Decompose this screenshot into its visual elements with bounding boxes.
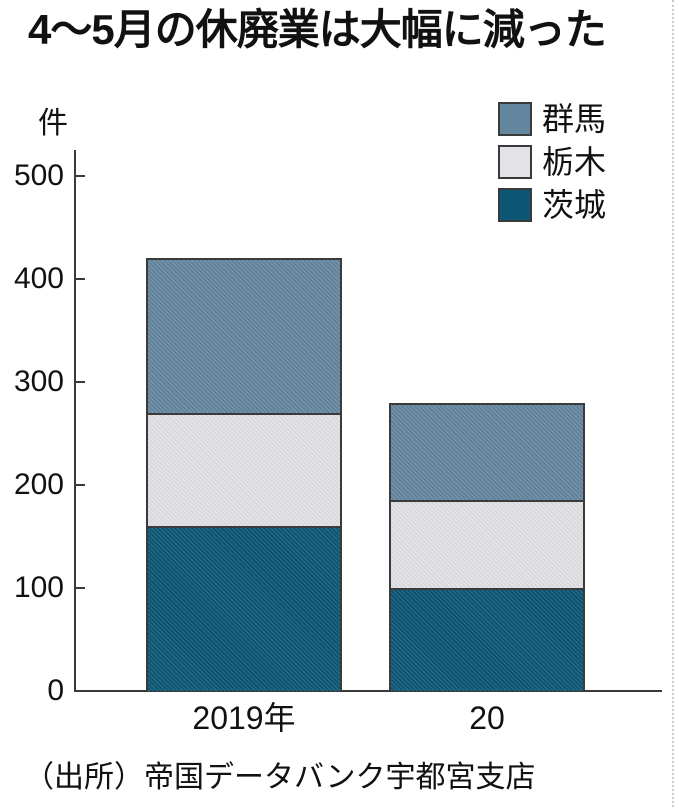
bar-segment-ibaraki-2 [389, 588, 585, 691]
y-tick-mark-400 [76, 278, 85, 280]
y-axis-line [74, 150, 76, 692]
y-axis-unit-label: 件 [38, 107, 68, 140]
x-axis-line [74, 690, 662, 692]
legend-label-ibaraki: 茨城 [542, 187, 607, 223]
y-tick-label-500: 500 [13, 159, 64, 192]
y-tick-label-0: 0 [47, 674, 64, 707]
y-tick-label-300: 300 [13, 365, 64, 398]
y-tick-mark-300 [76, 381, 85, 383]
legend-label-gunma: 群馬 [542, 101, 607, 137]
source-note: （出所）帝国データバンク宇都宮支店 [24, 761, 536, 794]
x-tick-label-1: 2019年 [192, 700, 296, 736]
y-tick-mark-200 [76, 484, 85, 486]
y-tick-label-400: 400 [13, 262, 64, 295]
bar-segment-gunma-2 [389, 402, 585, 501]
page-edge-dotted-line [672, 0, 674, 807]
legend-swatch-gunma [498, 102, 532, 136]
bar-segment-gunma-1 [146, 258, 342, 413]
bar-segment-tochigi-1 [146, 412, 342, 527]
x-tick-label-2: 20 [469, 700, 505, 736]
legend-item-gunma: 群馬 [498, 102, 606, 136]
legend-item-tochigi: 栃木 [498, 145, 606, 179]
y-tick-mark-100 [76, 587, 85, 589]
y-tick-mark-500 [76, 175, 85, 177]
legend-label-tochigi: 栃木 [542, 144, 607, 180]
legend-swatch-tochigi [498, 145, 532, 179]
y-tick-label-200: 200 [13, 468, 64, 501]
y-tick-label-100: 100 [13, 571, 64, 604]
legend-item-ibaraki: 茨城 [498, 188, 606, 222]
bar-segment-ibaraki-1 [146, 526, 342, 691]
chart-title: 4～5月の休廃業は大幅に減った [28, 6, 607, 53]
legend: 群馬 栃木 茨城 [498, 102, 606, 222]
legend-swatch-ibaraki [498, 188, 532, 222]
bar-segment-tochigi-2 [389, 500, 585, 588]
